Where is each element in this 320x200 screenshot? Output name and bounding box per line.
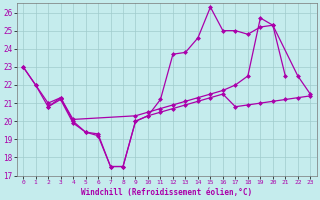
X-axis label: Windchill (Refroidissement éolien,°C): Windchill (Refroidissement éolien,°C) xyxy=(81,188,252,197)
